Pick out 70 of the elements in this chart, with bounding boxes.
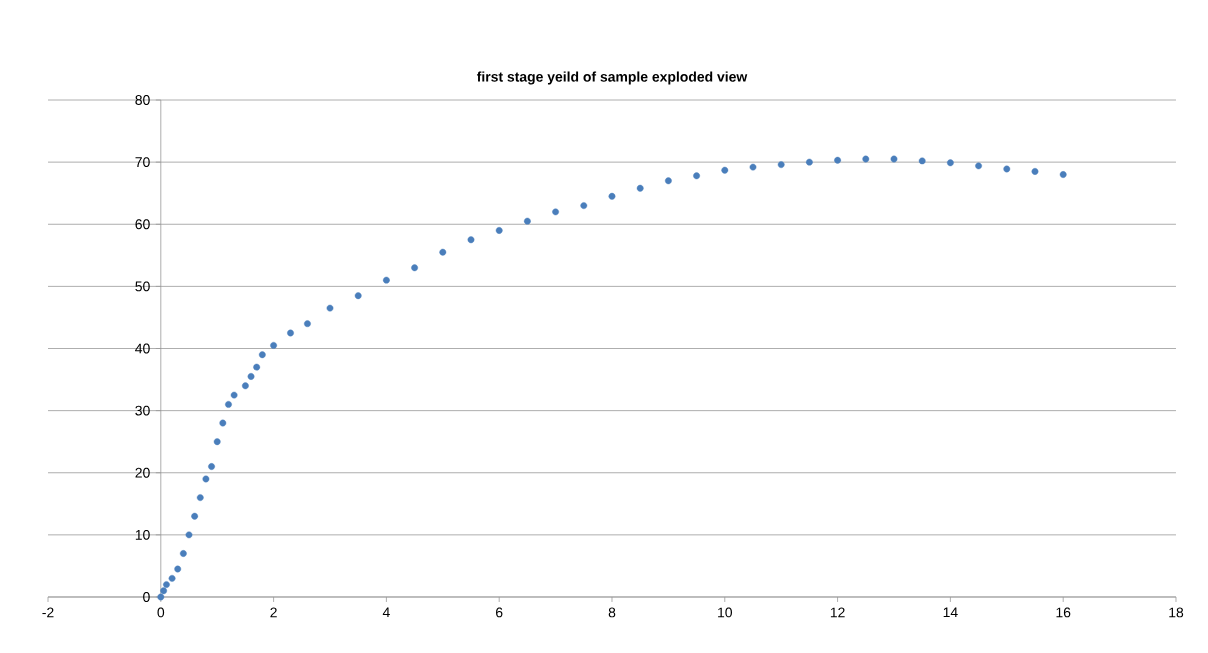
point (213, 438, 221, 446)
x-tick-label: 12 (830, 607, 845, 618)
point (179, 550, 187, 557)
point (219, 419, 227, 427)
point (383, 276, 390, 284)
point (208, 463, 215, 470)
point (247, 373, 255, 380)
point (721, 166, 729, 174)
point (749, 163, 757, 171)
point (1059, 171, 1067, 178)
point (202, 475, 210, 483)
point (191, 512, 199, 520)
x-tick-label: -2 (42, 607, 54, 618)
point (253, 363, 261, 371)
point (1003, 165, 1011, 173)
point (157, 593, 165, 601)
point (258, 351, 266, 359)
point (174, 565, 182, 573)
point (890, 155, 898, 163)
chart-title: first stage yeild of sample exploded view (476, 71, 748, 85)
point (862, 155, 870, 163)
x-tick-label: 2 (270, 607, 277, 618)
point (524, 217, 531, 225)
point (354, 292, 362, 300)
y-tick-label: 0 (143, 592, 150, 602)
point (168, 574, 176, 582)
point (439, 248, 447, 256)
point (918, 157, 926, 165)
point (242, 382, 249, 390)
x-tick-label: 4 (382, 607, 390, 618)
point (636, 184, 644, 192)
point (665, 177, 672, 185)
x-tick-label: 16 (1056, 607, 1071, 618)
point (608, 192, 616, 200)
x-tick-label: 18 (1169, 607, 1184, 618)
y-tick-label: 40 (135, 343, 150, 354)
point (270, 342, 277, 349)
point (834, 156, 841, 164)
point (225, 401, 232, 408)
y-tick-label: 30 (135, 405, 150, 416)
point (552, 208, 559, 216)
x-tick-label: 8 (608, 607, 616, 618)
x-tick-label: 14 (943, 607, 958, 618)
y-tick-label: 20 (135, 467, 150, 478)
y-tick-label: 50 (135, 281, 150, 292)
point (947, 159, 954, 167)
point (185, 531, 193, 539)
point (1031, 168, 1039, 175)
point (326, 304, 334, 312)
point (230, 391, 238, 399)
y-tick-label: 70 (135, 157, 150, 168)
point (693, 172, 700, 180)
point (163, 581, 170, 588)
point (411, 264, 418, 272)
point (806, 158, 813, 166)
point (975, 162, 982, 170)
point (304, 320, 311, 328)
point (580, 202, 588, 209)
point (160, 587, 167, 595)
point (467, 236, 475, 244)
point (495, 227, 503, 234)
x-tick-label: 0 (157, 607, 165, 618)
point (196, 494, 204, 501)
y-tick-label: 10 (135, 529, 150, 540)
y-tick-label: 60 (135, 219, 150, 230)
point (777, 161, 785, 168)
point (287, 329, 294, 337)
x-tick-label: 6 (496, 607, 503, 618)
y-tick-label: 80 (135, 95, 150, 105)
x-tick-label: 10 (718, 607, 733, 618)
